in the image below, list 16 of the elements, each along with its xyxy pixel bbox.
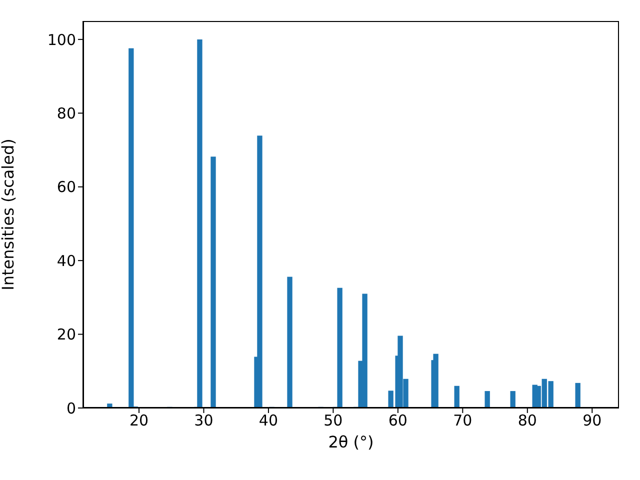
x-tick-label: 20	[129, 412, 149, 430]
y-tick-label: 60	[56, 178, 76, 196]
y-tick-label: 40	[56, 252, 76, 270]
y-tick-label: 0	[66, 399, 76, 418]
x-axis-title: 2θ (°)	[328, 432, 374, 452]
y-tick-label: 100	[47, 30, 76, 49]
x-tick-label: 50	[324, 412, 343, 430]
x-tick-label: 80	[518, 412, 537, 430]
x-tick-label: 70	[453, 412, 472, 430]
x-tick-label: 60	[388, 412, 408, 430]
x-tick-label: 40	[258, 412, 278, 430]
x-tick-label: 90	[582, 412, 602, 430]
y-tick-label: 80	[56, 104, 76, 122]
y-axis-title: Intensities (scaled)	[0, 138, 18, 290]
x-tick-label: 30	[194, 412, 214, 430]
y-tick-label: 20	[56, 326, 76, 344]
